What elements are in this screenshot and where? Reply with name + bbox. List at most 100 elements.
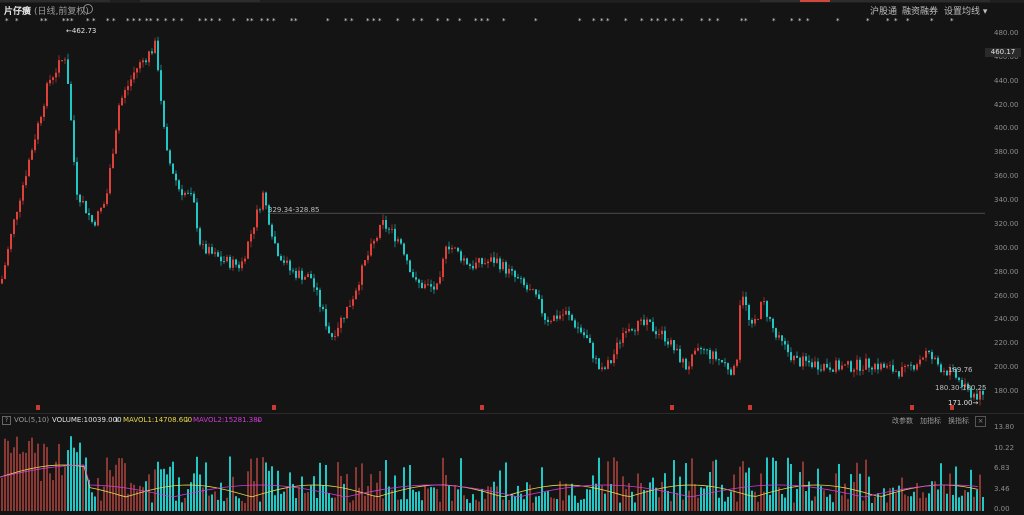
event-marker[interactable]: * <box>716 17 720 25</box>
volume-bar <box>217 499 219 511</box>
event-marker[interactable]: * <box>138 17 142 25</box>
event-marker[interactable]: * <box>260 17 264 25</box>
event-marker[interactable]: * <box>44 17 48 25</box>
event-marker[interactable]: * <box>145 17 149 25</box>
event-marker[interactable]: * <box>474 17 478 25</box>
event-marker[interactable]: * <box>15 17 19 25</box>
settings-icon[interactable] <box>83 4 93 14</box>
event-marker[interactable]: * <box>326 17 330 25</box>
event-marker[interactable]: * <box>149 17 153 25</box>
event-marker[interactable]: * <box>62 17 66 25</box>
event-marker[interactable]: * <box>886 17 890 25</box>
event-marker[interactable]: * <box>624 17 628 25</box>
event-marker[interactable]: * <box>740 17 744 25</box>
candle <box>754 319 756 324</box>
event-marker[interactable]: * <box>294 17 298 25</box>
event-marker[interactable]: * <box>502 17 506 25</box>
event-marker[interactable]: * <box>534 17 538 25</box>
event-marker[interactable]: * <box>446 17 450 25</box>
candle <box>619 342 621 344</box>
event-marker[interactable]: * <box>906 17 910 25</box>
event-marker[interactable]: * <box>372 17 376 25</box>
event-marker[interactable]: * <box>66 17 70 25</box>
event-marker[interactable]: * <box>930 17 934 25</box>
help-icon[interactable]: ? <box>2 416 11 425</box>
event-marker[interactable]: * <box>70 17 74 25</box>
event-marker[interactable]: * <box>180 17 184 25</box>
event-marker[interactable]: * <box>266 17 270 25</box>
event-marker[interactable]: * <box>344 17 348 25</box>
event-marker[interactable]: * <box>592 17 596 25</box>
event-marker[interactable]: * <box>458 17 462 25</box>
event-marker[interactable]: * <box>578 17 582 25</box>
event-marker[interactable]: * <box>412 17 416 25</box>
event-marker[interactable]: * <box>218 17 222 25</box>
volume-bar <box>520 493 522 511</box>
candle <box>211 247 213 254</box>
event-marker[interactable]: * <box>680 17 684 25</box>
event-marker[interactable]: * <box>132 17 136 25</box>
event-marker[interactable]: * <box>836 17 840 25</box>
event-marker[interactable]: * <box>894 17 898 25</box>
close-icon[interactable]: × <box>975 416 986 427</box>
event-marker[interactable]: * <box>204 17 208 25</box>
candle <box>481 258 483 265</box>
margin-trading-link[interactable]: 融资融券 <box>902 7 939 17</box>
candle <box>679 348 681 363</box>
event-marker[interactable]: * <box>350 17 354 25</box>
event-marker[interactable]: * <box>606 17 610 25</box>
event-marker[interactable]: * <box>5 17 9 25</box>
event-marker[interactable]: * <box>708 17 712 25</box>
event-marker[interactable]: * <box>664 17 668 25</box>
event-marker[interactable]: * <box>950 17 954 25</box>
event-marker[interactable]: * <box>700 17 704 25</box>
event-marker[interactable]: * <box>806 17 810 25</box>
candlestick-chart[interactable] <box>0 20 985 415</box>
event-marker[interactable]: * <box>246 17 250 25</box>
candle <box>943 370 945 373</box>
event-marker[interactable]: * <box>272 17 276 25</box>
event-marker[interactable]: * <box>86 17 90 25</box>
event-marker[interactable]: * <box>290 17 294 25</box>
event-marker[interactable]: * <box>656 17 660 25</box>
event-marker[interactable]: * <box>744 17 748 25</box>
volume-bar <box>82 464 84 511</box>
event-marker[interactable]: * <box>106 17 110 25</box>
event-marker[interactable]: * <box>600 17 604 25</box>
event-marker[interactable]: * <box>112 17 116 25</box>
event-marker[interactable]: * <box>866 17 870 25</box>
event-marker[interactable]: * <box>396 17 400 25</box>
event-marker[interactable]: * <box>172 17 176 25</box>
event-marker[interactable]: * <box>126 17 130 25</box>
event-marker[interactable]: * <box>232 17 236 25</box>
event-marker[interactable]: * <box>92 17 96 25</box>
event-marker[interactable]: * <box>378 17 382 25</box>
candle <box>658 334 660 335</box>
event-marker[interactable]: * <box>436 17 440 25</box>
event-marker[interactable]: * <box>164 17 168 25</box>
volume-bar <box>316 497 318 511</box>
event-marker[interactable]: * <box>486 17 490 25</box>
event-marker[interactable]: * <box>772 17 776 25</box>
hsgt-link[interactable]: 沪股通 <box>870 7 898 17</box>
event-marker[interactable]: * <box>250 17 254 25</box>
event-marker[interactable]: * <box>798 17 802 25</box>
event-marker[interactable]: * <box>790 17 794 25</box>
event-marker[interactable]: * <box>366 17 370 25</box>
switch-indicator-button[interactable]: 换指标 <box>948 417 969 425</box>
change-params-button[interactable]: 改参数 <box>892 417 913 425</box>
event-marker[interactable]: * <box>40 17 44 25</box>
volume-chart[interactable] <box>0 427 985 515</box>
event-marker[interactable]: * <box>480 17 484 25</box>
event-marker[interactable]: * <box>210 17 214 25</box>
event-marker[interactable]: * <box>640 17 644 25</box>
set-ma-dropdown[interactable]: 设置均线 ▾ <box>944 7 988 17</box>
volume-bar <box>493 481 495 511</box>
event-marker[interactable]: * <box>650 17 654 25</box>
event-marker[interactable]: * <box>420 17 424 25</box>
add-indicator-button[interactable]: 加指标 <box>920 417 941 425</box>
event-marker[interactable]: * <box>672 17 676 25</box>
candle <box>958 377 960 381</box>
event-marker[interactable]: * <box>156 17 160 25</box>
event-marker[interactable]: * <box>198 17 202 25</box>
